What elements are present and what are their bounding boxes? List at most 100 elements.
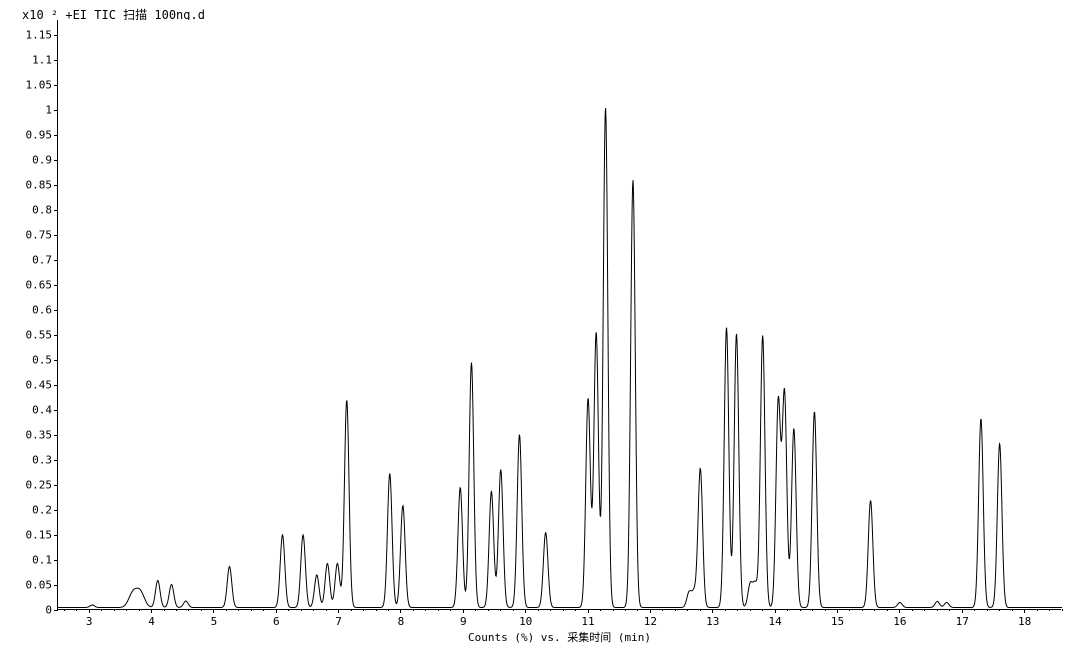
xtick-mark-minor <box>550 609 551 611</box>
x-axis-label: Counts (%) vs. 采集时间 (min) <box>468 629 651 645</box>
ytick-label: 0.75 <box>26 229 59 242</box>
xtick-mark-minor <box>201 609 202 611</box>
ytick-label: 1.05 <box>26 79 59 92</box>
ytick-label: 1.15 <box>26 29 59 42</box>
xtick-label: 14 <box>769 609 782 628</box>
xtick-label: 4 <box>148 609 155 628</box>
xtick-mark-minor <box>1062 609 1063 611</box>
xtick-mark-minor <box>700 609 701 611</box>
xtick-mark-minor <box>750 609 751 611</box>
chromatogram-chart: x10 ² +EI TIC 扫描 100ng.d Counts (%) vs. … <box>0 0 1080 651</box>
ytick-label: 0.55 <box>26 329 59 342</box>
plot-area: Counts (%) vs. 采集时间 (min) 00.050.10.150.… <box>57 20 1061 610</box>
xtick-mark-minor <box>450 609 451 611</box>
ytick-label: 0.9 <box>32 154 58 167</box>
xtick-mark-minor <box>126 609 127 611</box>
xtick-mark-minor <box>937 609 938 611</box>
ytick-label: 0.7 <box>32 254 58 267</box>
xtick-mark-minor <box>475 609 476 611</box>
xtick-mark-minor <box>862 609 863 611</box>
ytick-label: 0.3 <box>32 454 58 467</box>
xtick-mark-minor <box>887 609 888 611</box>
xtick-mark-minor <box>563 609 564 611</box>
xtick-mark-minor <box>238 609 239 611</box>
xtick-mark-minor <box>812 609 813 611</box>
xtick-mark-minor <box>613 609 614 611</box>
xtick-mark-minor <box>987 609 988 611</box>
xtick-mark-minor <box>101 609 102 611</box>
xtick-mark-minor <box>164 609 165 611</box>
xtick-mark-minor <box>912 609 913 611</box>
xtick-label: 8 <box>398 609 405 628</box>
xtick-mark-minor <box>737 609 738 611</box>
ytick-label: 0.95 <box>26 129 59 142</box>
ytick-label: 0.65 <box>26 279 59 292</box>
xtick-label: 17 <box>956 609 969 628</box>
xtick-mark-minor <box>849 609 850 611</box>
ytick-label: 0.45 <box>26 379 59 392</box>
xtick-mark-minor <box>76 609 77 611</box>
xtick-mark-minor <box>376 609 377 611</box>
xtick-mark-minor <box>313 609 314 611</box>
xtick-label: 11 <box>581 609 594 628</box>
ytick-label: 0.5 <box>32 354 58 367</box>
xtick-label: 9 <box>460 609 467 628</box>
ytick-label: 0.25 <box>26 479 59 492</box>
xtick-mark-minor <box>538 609 539 611</box>
ytick-label: 0.4 <box>32 404 58 417</box>
xtick-mark-minor <box>351 609 352 611</box>
ytick-label: 0.2 <box>32 504 58 517</box>
chromatogram-trace <box>58 20 1062 610</box>
xtick-mark-minor <box>1037 609 1038 611</box>
xtick-label: 6 <box>273 609 280 628</box>
trace-path <box>58 108 1062 607</box>
xtick-mark-minor <box>114 609 115 611</box>
xtick-label: 12 <box>644 609 657 628</box>
xtick-mark-minor <box>999 609 1000 611</box>
xtick-mark-minor <box>575 609 576 611</box>
ytick-label: 0.1 <box>32 554 58 567</box>
xtick-mark-minor <box>949 609 950 611</box>
xtick-mark-minor <box>488 609 489 611</box>
ytick-label: 0.15 <box>26 529 59 542</box>
ytick-label: 0.6 <box>32 304 58 317</box>
xtick-label: 13 <box>706 609 719 628</box>
xtick-mark-minor <box>1049 609 1050 611</box>
xtick-mark-minor <box>64 609 65 611</box>
xtick-mark-minor <box>413 609 414 611</box>
xtick-mark-minor <box>924 609 925 611</box>
xtick-mark-minor <box>363 609 364 611</box>
xtick-mark-minor <box>139 609 140 611</box>
xtick-mark-minor <box>301 609 302 611</box>
ytick-label: 0.05 <box>26 579 59 592</box>
ytick-label: 1.1 <box>32 54 58 67</box>
xtick-mark-minor <box>263 609 264 611</box>
ytick-label: 0.8 <box>32 204 58 217</box>
xtick-mark-minor <box>625 609 626 611</box>
xtick-mark-minor <box>637 609 638 611</box>
xtick-label: 7 <box>335 609 342 628</box>
ytick-label: 0.85 <box>26 179 59 192</box>
xtick-mark-minor <box>662 609 663 611</box>
xtick-mark-minor <box>438 609 439 611</box>
xtick-mark-minor <box>425 609 426 611</box>
xtick-mark-minor <box>513 609 514 611</box>
xtick-mark-minor <box>251 609 252 611</box>
xtick-mark-minor <box>176 609 177 611</box>
xtick-label: 15 <box>831 609 844 628</box>
xtick-mark-minor <box>725 609 726 611</box>
xtick-mark-minor <box>326 609 327 611</box>
xtick-mark-minor <box>874 609 875 611</box>
xtick-mark-minor <box>226 609 227 611</box>
xtick-label: 3 <box>86 609 93 628</box>
xtick-label: 5 <box>211 609 218 628</box>
ytick-label: 0.35 <box>26 429 59 442</box>
xtick-mark-minor <box>974 609 975 611</box>
xtick-mark-minor <box>500 609 501 611</box>
ytick-label: 1 <box>45 104 58 117</box>
ytick-label: 0 <box>45 604 58 617</box>
xtick-mark-minor <box>600 609 601 611</box>
xtick-mark-minor <box>1012 609 1013 611</box>
xtick-mark-minor <box>687 609 688 611</box>
xtick-mark-minor <box>388 609 389 611</box>
